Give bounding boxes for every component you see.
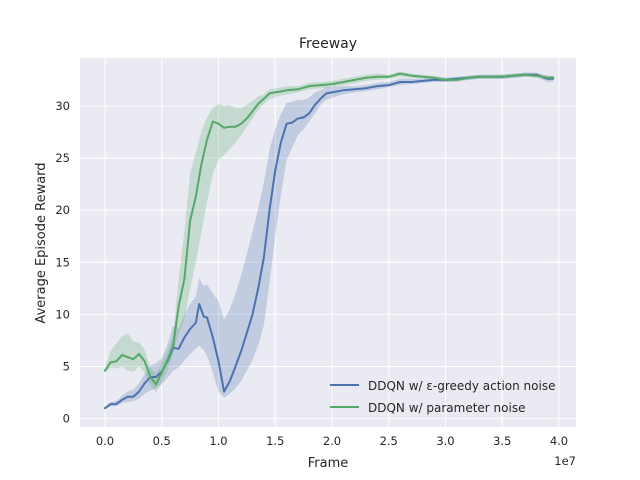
x-tick-label: 0.0	[96, 434, 114, 448]
x-tick-label: 0.5	[153, 434, 171, 448]
y-tick-label: 0	[63, 412, 70, 426]
plot-area	[80, 58, 576, 427]
x-axis-label: Frame	[308, 456, 349, 471]
x-offset-label: 1e7	[554, 454, 576, 468]
y-tick-label: 15	[55, 255, 70, 269]
legend-label-parameter-noise: DDQN w/ parameter noise	[368, 401, 525, 415]
tick-labels: 0.0 0.5 1.0 1.5 2.0 2.5 3.0 3.5 4.0 0 5 10 15 20 25 30	[55, 99, 568, 448]
x-tick-label: 1.0	[209, 434, 227, 448]
series-lines	[104, 72, 555, 410]
y-axis-label: Average Episode Reward	[34, 162, 49, 323]
y-tick-label: 5	[63, 360, 70, 374]
legend-label-epsilon-greedy: DDQN w/ ε-greedy action noise	[368, 379, 555, 393]
x-tick-label: 4.0	[550, 434, 568, 448]
legend: DDQN w/ ε-greedy action noise DDQN w/ pa…	[330, 379, 555, 415]
x-tick-label: 3.5	[493, 434, 511, 448]
x-tick-label: 2.0	[323, 434, 341, 448]
confidence-band-series-1	[105, 71, 554, 393]
x-tick-label: 3.0	[436, 434, 454, 448]
y-tick-label: 30	[55, 99, 70, 113]
y-tick-label: 20	[55, 203, 70, 217]
x-tick-label: 1.5	[266, 434, 284, 448]
confidence-bands	[105, 71, 554, 410]
x-tick-label: 2.5	[380, 434, 398, 448]
y-tick-label: 25	[55, 151, 70, 165]
series-line-1	[104, 72, 555, 386]
chart-title: Freeway	[299, 36, 357, 52]
y-tick-label: 10	[55, 307, 70, 321]
grid	[80, 58, 576, 427]
confidence-band-series-0	[105, 72, 554, 410]
